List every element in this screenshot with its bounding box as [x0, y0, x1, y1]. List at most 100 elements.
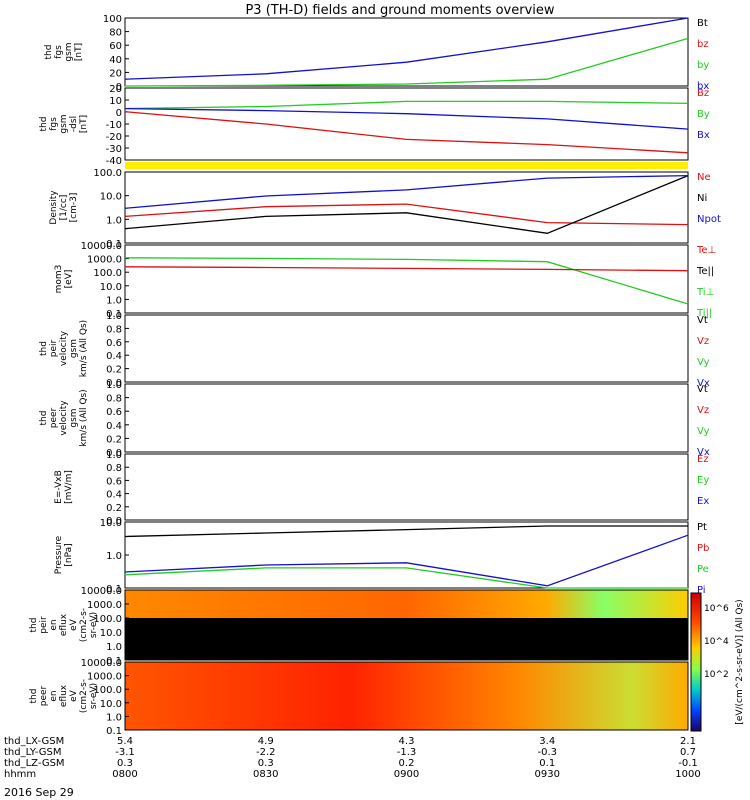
panel-frame-9: [124, 661, 689, 731]
y-tick-label: 1.0: [106, 295, 122, 306]
y-tick-label: 0.6: [106, 338, 122, 349]
panel-ylabel: mom3: [54, 265, 64, 294]
time-axis-value: 1000: [675, 769, 700, 780]
y-tick-label: 0.4: [106, 421, 122, 432]
panel-frame-4: [124, 314, 689, 383]
panel-frame-3: [124, 244, 689, 314]
panel-ylabel: sr-eV): [89, 612, 99, 638]
series-line-by: [124, 100, 689, 110]
y-tick-label: 1000.0: [87, 672, 122, 683]
panel-ylabel: km/s (All Qs): [79, 320, 89, 377]
panel-ylabel: Density: [49, 190, 59, 225]
time-axis-value: 0.7: [680, 747, 696, 758]
panel-ylabel: peir: [49, 339, 59, 357]
panel-ylabel: eV: [69, 618, 79, 631]
y-tick-label: 80: [109, 28, 122, 39]
status-bar: [125, 162, 688, 169]
panel-ylabel: velocity: [59, 330, 69, 366]
y-tick-label: 0.1: [106, 309, 122, 320]
panel-frame-7: [124, 521, 689, 589]
panel-ylabel: thd: [39, 411, 49, 426]
legend-entry: bx: [697, 81, 709, 92]
y-tick-label: 0.0: [106, 448, 122, 459]
time-axis-value: 2.1: [680, 736, 696, 747]
legend-entry: Vx: [697, 378, 710, 389]
peir-spectrogram-upper: [125, 590, 688, 618]
legend-entry: by: [697, 60, 709, 71]
y-tick-label: 0.2: [106, 434, 122, 445]
y-tick-label: 1.0: [106, 642, 122, 653]
y-tick-label: -20: [106, 132, 122, 143]
colorbar: 10^6 10^4 10^2 [eV/(cm^2-s-sr-eV)] (All Qs): [690, 592, 745, 732]
time-axis: thd_LX-GSM 5.4 4.9 4.3 3.4 2.1 thd_LY-GSM -3.1 -…: [4, 736, 701, 780]
y-tick-label: 20: [109, 68, 122, 79]
y-tick-label: 10.0: [100, 518, 122, 529]
series-line-ti: [124, 257, 689, 305]
series-line-ne: [124, 203, 689, 226]
series-line-bz: [124, 37, 689, 87]
panel-frame-5: [124, 383, 689, 453]
time-axis-row-label: hhmm: [4, 769, 36, 780]
colorbar-tick: 10^4: [704, 637, 729, 647]
series-line-pt: [124, 525, 688, 538]
y-tick-label: 1.0: [106, 712, 122, 723]
panel-ylabel: en: [49, 619, 59, 630]
y-tick-label: -40: [106, 156, 122, 167]
time-axis-value: 4.9: [258, 736, 274, 747]
y-tick-label: 1.0: [106, 311, 122, 322]
time-axis-value: 0.2: [399, 758, 415, 769]
panel-frame-2: [124, 171, 689, 244]
series-line-te: [124, 266, 689, 272]
panel-ylabel: thd: [44, 45, 54, 60]
peir-spectrogram-lower: [125, 618, 688, 660]
time-axis-value: 4.3: [399, 736, 415, 747]
panel-ylabel: eV: [69, 689, 79, 702]
y-tick-label: 40: [109, 55, 122, 66]
legend-entry: Bt: [697, 18, 708, 29]
legend-entry: Ey: [697, 475, 709, 486]
time-axis-value: 0.3: [258, 758, 274, 769]
panel-ylabel: gsm: [69, 408, 79, 427]
y-tick-label: -10: [106, 120, 122, 131]
y-tick-label: 0.0: [106, 378, 122, 389]
legend-entry: Bz: [697, 88, 709, 99]
y-tick-label: 0.1: [106, 656, 122, 667]
legend-entry: Vy: [697, 357, 710, 368]
y-tick-label: 100: [103, 14, 122, 25]
y-tick-label: 0: [116, 108, 122, 119]
panel-ylabel: gsm: [69, 339, 79, 358]
series-line-ni: [124, 174, 689, 234]
panel-ylabel: peer: [49, 407, 59, 428]
y-tick-label: 0.2: [106, 365, 122, 376]
panel-ylabel: gsm: [64, 42, 74, 61]
legend-entry: Pb: [697, 543, 709, 554]
panel-ylabel: (cm2-s-: [79, 608, 89, 642]
legend-entry: Vx: [697, 447, 710, 458]
legend-entry: Vz: [697, 336, 709, 347]
y-tick-label: 1000.0: [87, 255, 122, 266]
panel-frame-1: [124, 87, 689, 161]
panel-ylabel: peir: [39, 616, 49, 634]
series-line-bt: [124, 17, 689, 80]
legend-entry: Ti||: [696, 308, 712, 319]
legend-entry: Pe: [697, 564, 709, 575]
panel-ylabel: eflux: [59, 613, 69, 636]
time-axis-row-label: thd_LZ-GSM: [4, 758, 65, 769]
y-tick-label: 10: [109, 96, 122, 107]
panel-ylabel: E=-VxB: [54, 470, 64, 504]
y-tick-label: 100.0: [93, 268, 122, 279]
series-line-pi: [124, 534, 689, 587]
series-line-bx: [124, 107, 689, 130]
panel-ylabel: fgs: [49, 117, 59, 131]
y-tick-label: 10.0: [100, 282, 122, 293]
panel-ylabel: [1/cc]: [59, 195, 69, 221]
legend-entry: Vy: [697, 426, 710, 437]
panel-ylabel: thd: [29, 618, 39, 633]
y-tick-label: 10000.0: [81, 586, 122, 597]
legend-entry: Ez: [697, 454, 709, 465]
y-tick-label: 100.0: [93, 168, 122, 179]
y-tick-label: 100.0: [93, 614, 122, 625]
y-tick-label: 0.8: [106, 463, 122, 474]
